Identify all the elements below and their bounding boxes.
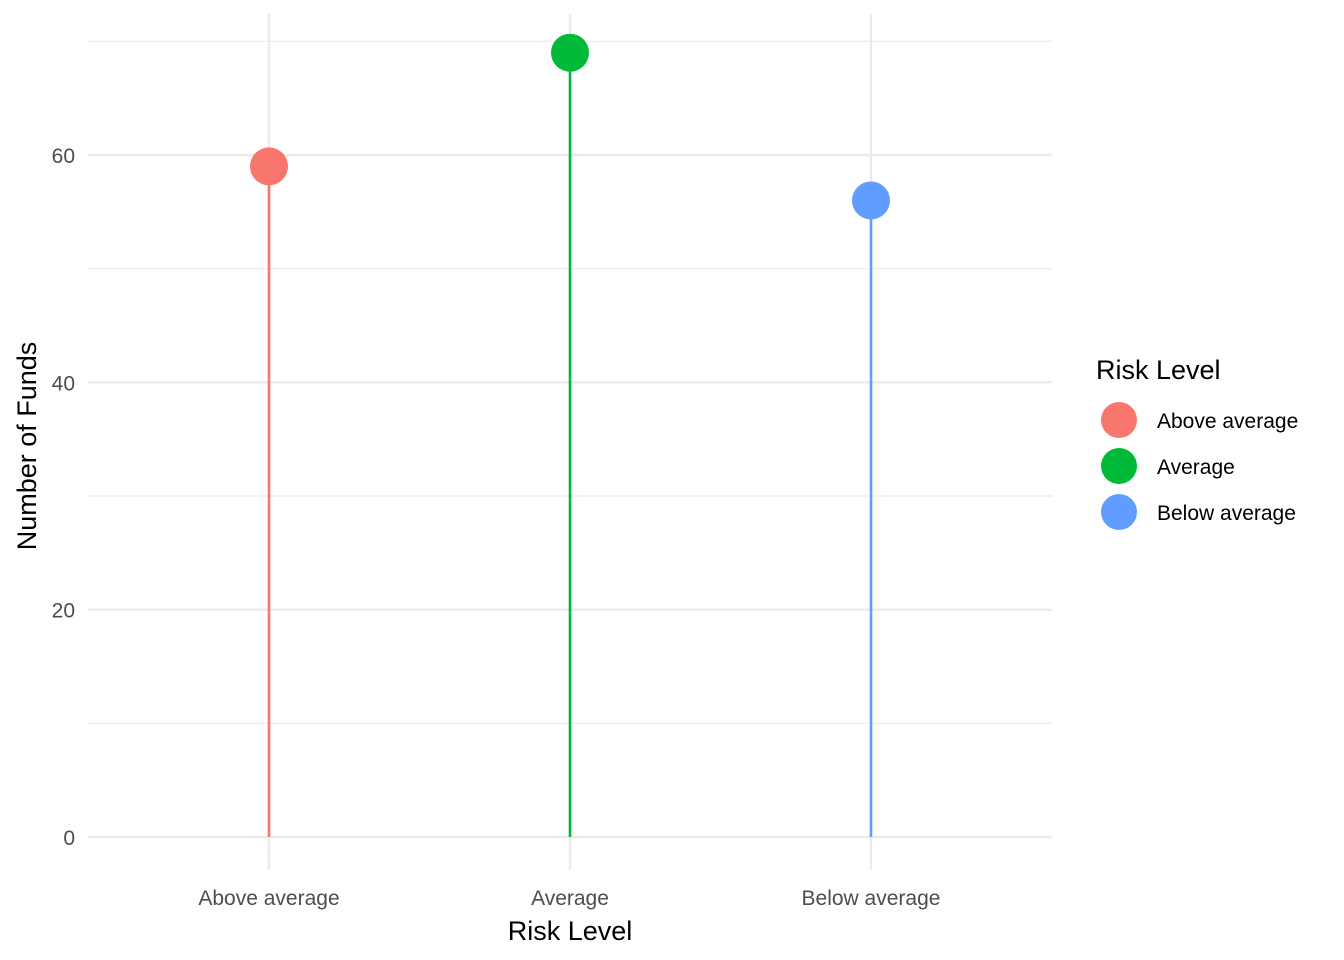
- x-tick-label: Above average: [198, 887, 339, 910]
- y-axis-title: Number of Funds: [12, 342, 42, 551]
- y-tick-label: 20: [52, 600, 75, 623]
- legend-title: Risk Level: [1096, 355, 1221, 385]
- legend-label: Below average: [1157, 502, 1296, 525]
- lollipop-points: [250, 33, 890, 220]
- legend-label: Average: [1157, 456, 1235, 479]
- y-axis-tick-labels: 0 20 40 60: [52, 145, 75, 850]
- x-tick-label: Below average: [802, 887, 941, 910]
- lollipop-point: [551, 33, 589, 72]
- lollipop-point: [852, 181, 890, 220]
- y-tick-label: 0: [63, 827, 75, 850]
- y-tick-label: 40: [52, 372, 75, 395]
- x-axis-title: Risk Level: [508, 916, 633, 946]
- legend-items: Above average Average Below average: [1101, 402, 1298, 530]
- legend-label: Above average: [1157, 410, 1298, 433]
- legend-key: [1101, 448, 1137, 484]
- legend-key: [1101, 402, 1137, 438]
- legend-key: [1101, 494, 1137, 530]
- lollipop-stems: [267, 52, 873, 837]
- lollipop-point: [250, 147, 288, 186]
- x-axis-tick-labels: Above average Average Below average: [198, 887, 940, 910]
- legend: Risk Level Above average Average Below ave…: [1096, 355, 1298, 530]
- x-tick-label: Average: [531, 887, 609, 910]
- y-tick-label: 60: [52, 145, 75, 168]
